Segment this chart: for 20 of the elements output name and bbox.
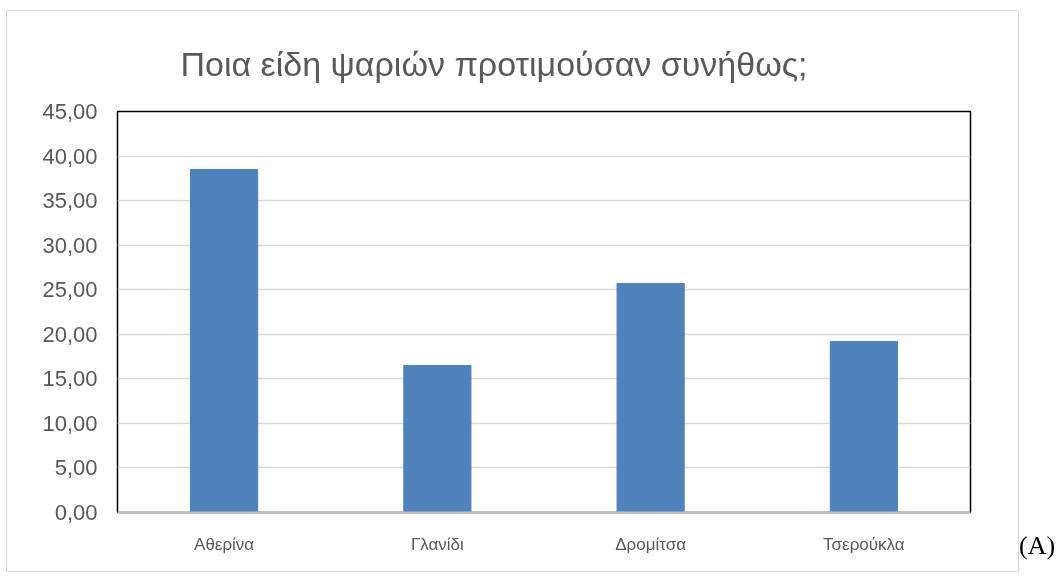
y-tick-label: 15,00	[42, 366, 98, 392]
y-tick-label: 30,00	[42, 232, 98, 258]
y-tick-label: 45,00	[42, 99, 98, 124]
bar	[829, 340, 898, 513]
y-tick-label: 40,00	[42, 143, 98, 169]
bar	[403, 364, 472, 513]
bar	[190, 168, 259, 513]
y-tick-label: 25,00	[42, 277, 98, 303]
text: (A)	[1019, 530, 1056, 562]
x-tick-label: Αθερίνα	[194, 534, 255, 554]
bar	[616, 282, 685, 513]
y-tick-label: 35,00	[42, 188, 98, 214]
y-tick-label: 10,00	[42, 410, 98, 436]
chart-title: Ποια είδη ψαριών προτιμούσαν συνήθως;	[180, 44, 808, 83]
x-tick-label: Τσερούκλα	[823, 534, 905, 554]
x-tick-label: Δρομίτσα	[615, 534, 687, 554]
y-tick-label: 5,00	[54, 455, 98, 481]
y-tick-label: 20,00	[42, 321, 98, 347]
x-tick-label: Γλανίδι	[410, 534, 465, 554]
y-tick-label: 0,00	[54, 500, 98, 525]
